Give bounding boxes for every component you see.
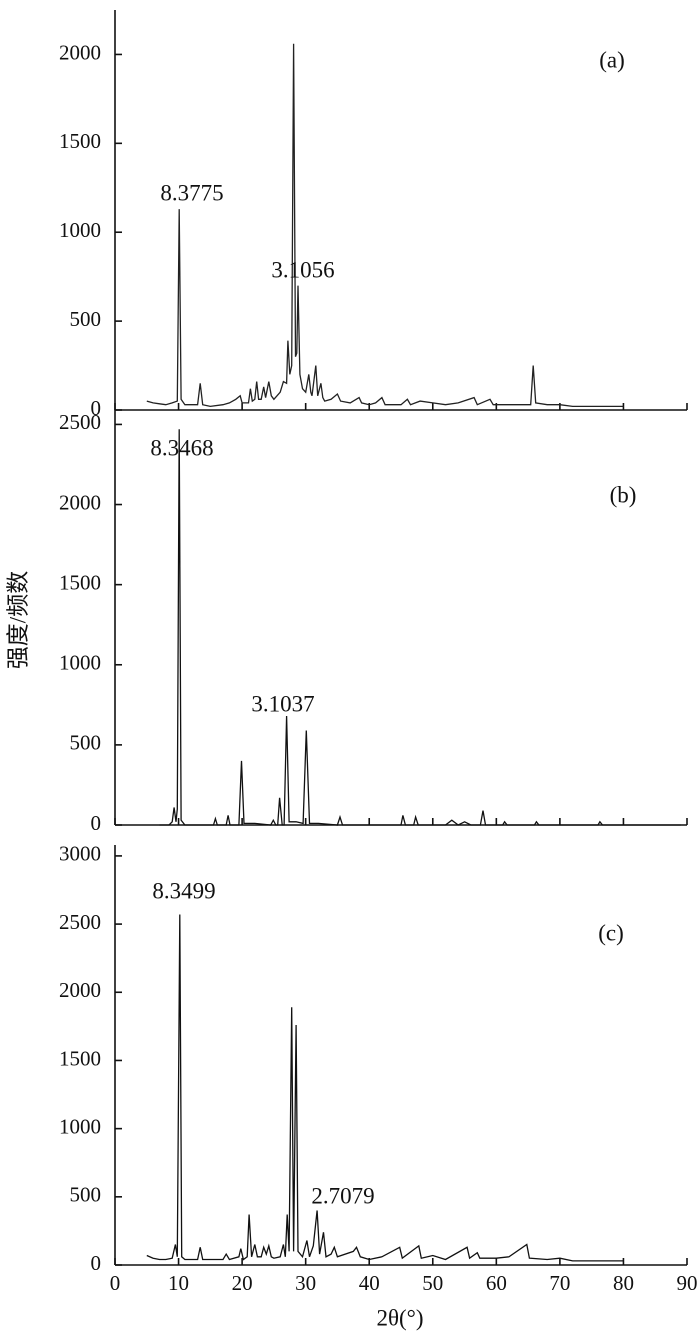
data-line: [146, 914, 624, 1262]
y-tick-label: 2000: [59, 40, 101, 64]
y-tick-label: 0: [91, 811, 102, 835]
data-line: [146, 43, 624, 408]
y-tick-label: 1000: [59, 651, 101, 675]
y-tick-label: 1500: [59, 129, 101, 153]
annotation: 3.1037: [251, 691, 314, 716]
annotation: (a): [599, 47, 625, 72]
y-tick-label: 500: [70, 307, 102, 331]
y-axis-label: 强度/频数: [5, 571, 30, 669]
x-tick-label: 50: [422, 1271, 443, 1295]
annotation: 2.7079: [311, 1183, 374, 1208]
annotation: 8.3468: [150, 435, 213, 460]
y-tick-label: 1000: [59, 1114, 101, 1138]
x-tick-label: 70: [549, 1271, 570, 1295]
annotation: (c): [598, 920, 624, 945]
x-tick-label: 40: [359, 1271, 380, 1295]
y-tick-label: 500: [70, 731, 102, 755]
annotation: 3.1056: [271, 257, 334, 282]
annotation: 8.3499: [152, 878, 215, 903]
y-tick-label: 1000: [59, 218, 101, 242]
y-tick-label: 0: [91, 396, 102, 420]
y-tick-label: 2000: [59, 978, 101, 1002]
y-tick-label: 500: [70, 1183, 102, 1207]
x-axis-label: 2θ(°): [376, 1305, 423, 1330]
x-tick-label: 30: [295, 1271, 316, 1295]
y-tick-label: 2500: [59, 410, 101, 434]
x-tick-label: 60: [486, 1271, 507, 1295]
x-tick-label: 80: [613, 1271, 634, 1295]
x-tick-label: 0: [110, 1271, 121, 1295]
data-line: [159, 429, 681, 826]
x-tick-label: 10: [168, 1271, 189, 1295]
x-tick-label: 20: [232, 1271, 253, 1295]
annotation: (b): [610, 482, 637, 507]
y-tick-label: 2500: [59, 910, 101, 934]
y-tick-label: 1500: [59, 1046, 101, 1070]
y-tick-label: 2000: [59, 490, 101, 514]
annotation: 8.3775: [160, 180, 223, 205]
x-tick-label: 90: [677, 1271, 698, 1295]
y-tick-label: 0: [91, 1251, 102, 1275]
y-tick-label: 3000: [59, 842, 101, 866]
y-tick-label: 1500: [59, 570, 101, 594]
